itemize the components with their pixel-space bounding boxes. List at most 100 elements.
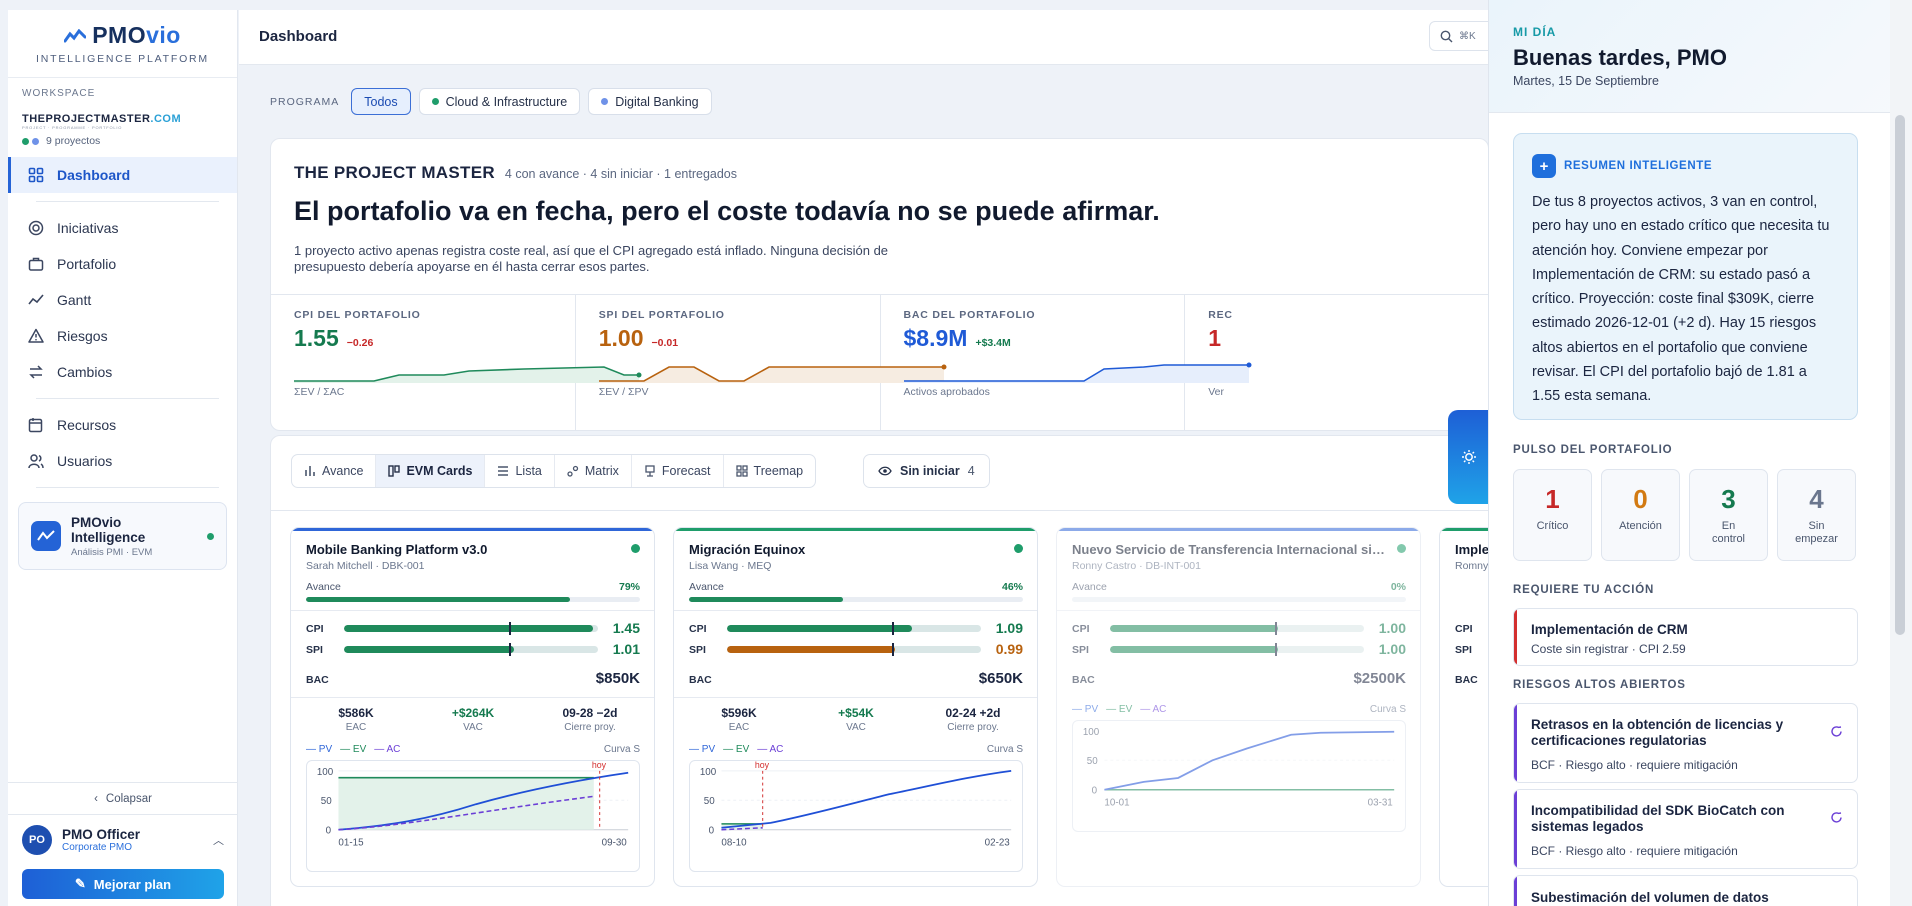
intelligence-card[interactable]: PMOvio Intelligence Análisis PMI · EVM [18,502,227,570]
users-icon [28,454,44,469]
upgrade-button[interactable]: ✎ Mejorar plan [22,869,224,899]
tab-evm-cards[interactable]: EVM Cards [376,455,486,487]
nav-item-cambios[interactable]: Cambios [8,354,237,390]
risk-title: Retrasos en la obtención de licencias y … [1531,717,1784,748]
target-tick [509,622,511,635]
project-card[interactable]: Nuevo Servicio de Transferencia Internac… [1056,527,1421,887]
avatar: PO [22,825,52,855]
nav-item-riesgos[interactable]: Riesgos [8,318,237,354]
project-card[interactable]: Migración Equinox Lisa Wang · MEQ Avance… [673,527,1038,887]
sun-icon [1462,450,1476,464]
portfolio-headline: El portafolio va en fecha, pero el coste… [294,196,1160,226]
svg-text:0: 0 [326,826,332,837]
treemap-icon [735,465,748,477]
portfolio-name: THE PROJECT MASTER [294,163,495,182]
nav-label: Gantt [57,292,92,308]
bac-value: $850K [595,670,640,687]
tab-avance[interactable]: Avance [292,455,377,487]
risk-item[interactable]: Subestimación del volumen de datos [1513,875,1858,906]
toggle-count: 4 [967,464,975,478]
progress-value: 46% [1001,581,1023,593]
bar-chart-icon [305,466,315,476]
bac-label: BAC [1072,674,1095,686]
tab-lista[interactable]: Lista [485,455,555,487]
filter-label: PROGRAMA [270,95,340,108]
card-owner: Romny [1455,560,1489,572]
status-dot [631,544,640,553]
filter-chip-all[interactable]: Todos [351,88,411,115]
nav-item-usuarios[interactable]: Usuarios [8,443,237,479]
filter-chip-cloud[interactable]: Cloud & Infrastructure [418,88,581,115]
nav-label: Portafolio [57,256,117,272]
pulse-card-in-control[interactable]: 3 En control [1689,469,1768,561]
project-card[interactable]: Mobile Banking Platform v3.0 Sarah Mitch… [290,527,655,887]
workspace[interactable]: WORKSPACE THEPROJECTMASTER.COM PROJECT ·… [8,78,237,147]
workspace-meta: 9 proyectos [22,135,223,147]
current-date: Martes, 15 De Septiembre [1513,74,1659,88]
pulse-card-attention[interactable]: 0 Atención [1601,469,1680,561]
project-count: 9 proyectos [46,135,101,147]
nav-item-iniciativas[interactable]: Iniciativas [8,210,237,246]
spi-bar [344,646,598,653]
divider [36,487,219,488]
user-role: Corporate PMO [62,842,133,853]
nav-item-dashboard[interactable]: Dashboard [8,157,237,193]
status-dot [32,137,39,145]
logo[interactable]: PMOvio INTELLIGENCE PLATFORM [8,10,237,78]
nav-label: Cambios [57,364,113,380]
trend-icon [28,294,44,305]
svg-text:08-10: 08-10 [721,837,747,848]
risk-subtitle: BCF · Riesgo alto · requiere mitigación [1531,758,1738,772]
risk-item[interactable]: Incompatibilidad del SDK BioCatch con si… [1513,789,1858,869]
target-icon [28,220,44,236]
close-stat: 09-28 −2d Cierre proy. [562,706,618,733]
target-tick [892,622,894,635]
user-menu[interactable]: PO PMO Officer Corporate PMO ︿ [22,825,224,855]
collapse-label: Colapsar [105,792,152,805]
kpi-sparkline [903,362,1251,383]
project-card[interactable]: Imple Romny CPI SPI BAC [1439,527,1489,887]
chart-type-label: Curva S [603,744,640,755]
pulse-label: PULSO DEL PORTAFOLIO [1513,444,1673,456]
pulse-card-critical[interactable]: 1 Crítico [1513,469,1592,561]
kpi-cpi[interactable]: CPI DEL PORTAFOLIO 1.55 −0.26 ΣEV / ΣAC [271,295,642,430]
nav-item-portafolio[interactable]: Portafolio [8,246,237,282]
action-item[interactable]: Implementación de CRM Coste sin registra… [1513,608,1858,666]
scrollbar-thumb[interactable] [1895,115,1905,635]
portfolio-pulse: 1 Crítico 0 Atención 3 En control 4 Sin empe… [1513,469,1856,561]
kpi-bac[interactable]: BAC DEL PORTAFOLIO $8.9M +$3.4M Activos a… [881,295,1251,430]
nav-label: Iniciativas [57,220,119,236]
tab-label: Matrix [584,464,619,478]
cpi-value: 1.09 [995,620,1023,636]
kpi-label: REC [1208,309,1233,321]
cpi-bar [344,625,598,632]
filter-chip-digital-banking[interactable]: Digital Banking [588,88,712,115]
hero-head: THE PROJECT MASTER 4 con avance · 4 sin … [294,163,737,183]
spi-label: SPI [306,644,323,656]
progress-value: 0% [1390,581,1406,593]
tab-forecast[interactable]: Forecast [632,455,724,487]
nav-item-recursos[interactable]: Recursos [8,407,237,443]
progress-bar [1072,597,1406,602]
card-owner: Sarah Mitchell · DBK-001 [306,560,425,572]
workspace-label: WORKSPACE [22,88,96,99]
collapse-button[interactable]: ‹ Colapsar [8,782,238,814]
risk-item[interactable]: Retrasos en la obtención de licencias y … [1513,703,1858,783]
chart-type-label: Curva S [1369,704,1406,715]
kpi-delta: −0.26 [346,337,374,349]
kpi-spi[interactable]: SPI DEL PORTAFOLIO 1.00 −0.01 ΣEV / ΣPV [576,295,947,430]
portfolio-explanation: 1 proyecto activo apenas registra coste … [294,243,889,274]
calendar-user-icon [28,418,43,433]
nav-item-gantt[interactable]: Gantt [8,282,237,318]
show-not-started-toggle[interactable]: Sin iniciar 4 [863,454,990,488]
card-accent [1057,528,1420,531]
kpi-rec[interactable]: REC 1 Ver [1185,295,1488,430]
tab-treemap[interactable]: Treemap [724,455,816,487]
pulse-card-not-started[interactable]: 4 Sin empezar [1777,469,1856,561]
kpi-strip: CPI DEL PORTAFOLIO 1.55 −0.26 ΣEV / ΣAC S… [271,294,1488,430]
tab-label: Forecast [661,464,711,478]
chart-legend: — PV — EV — AC [306,744,401,755]
tab-matrix[interactable]: Matrix [555,455,632,487]
theme-toggle-button[interactable] [1448,410,1490,504]
workspace-brand-sub: PROJECT · PROGRAMME · PORTFOLIO [22,125,123,130]
